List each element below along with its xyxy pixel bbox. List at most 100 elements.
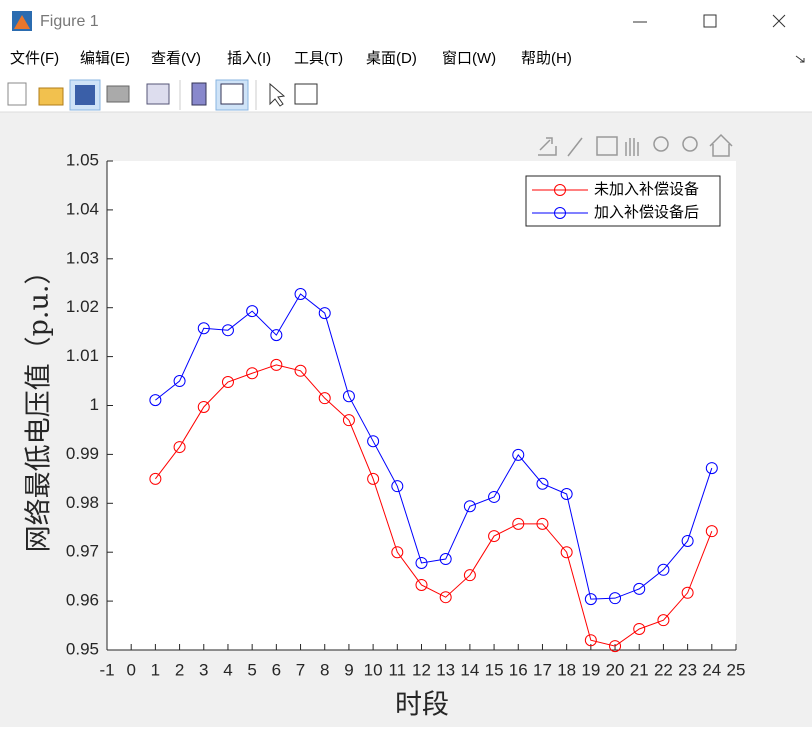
zoom-in-icon[interactable] [653, 136, 669, 152]
data-point [270, 358, 283, 371]
menu-item[interactable]: 文件(F) [10, 50, 59, 67]
data-point [367, 435, 380, 448]
data-point [657, 614, 670, 627]
y-tick-label: 1.04 [66, 199, 99, 218]
close-button[interactable] [772, 14, 786, 28]
data-point [415, 556, 428, 569]
data-point [536, 517, 549, 530]
print-icon[interactable] [106, 85, 130, 103]
menu-item[interactable]: 窗口(W) [442, 49, 496, 67]
colorbar-icon[interactable] [191, 82, 207, 106]
brush-icon[interactable] [567, 137, 583, 157]
x-tick-label: 15 [485, 660, 504, 679]
x-tick-label: 25 [727, 660, 746, 679]
data-point [439, 553, 452, 566]
data-point [149, 394, 162, 407]
x-tick-label: 5 [247, 660, 256, 679]
data-point [294, 288, 307, 301]
y-tick-label: 1.02 [66, 297, 99, 316]
legend-marker [554, 207, 566, 219]
x-tick-label: 3 [199, 660, 208, 679]
y-axis-label: 网络最低电压值（p.u.） [24, 258, 55, 553]
x-tick-label: 20 [606, 660, 625, 679]
menu-item[interactable]: 插入(I) [227, 50, 271, 67]
data-point [173, 375, 186, 388]
data-point [488, 490, 501, 503]
data-point [197, 400, 210, 413]
menu-item[interactable]: 桌面(D) [366, 50, 417, 67]
menu-item[interactable]: 帮助(H) [521, 50, 572, 67]
y-tick-label: 1.05 [66, 150, 99, 169]
data-point [633, 622, 646, 635]
data-point [463, 500, 476, 513]
toolbar [7, 79, 318, 111]
datatip-icon[interactable] [596, 136, 618, 156]
menu-bar: 文件(F) 编辑(E) 查看(V) 插入(I) 工具(T) 桌面(D) 窗口(W) 帮助(H) [10, 49, 572, 67]
x-tick-label: 13 [436, 660, 455, 679]
save-icon[interactable] [75, 85, 95, 105]
maximize-button[interactable] [703, 14, 717, 28]
x-tick-label: 24 [702, 660, 721, 679]
data-point [536, 477, 549, 490]
data-point [705, 525, 718, 538]
x-tick-label: 22 [654, 660, 673, 679]
app-icon-glyph [14, 15, 30, 29]
home-icon[interactable] [709, 133, 733, 157]
y-tick-label: 0.96 [66, 591, 99, 610]
data-point [609, 592, 622, 605]
data-point [512, 448, 525, 461]
open-icon[interactable] [38, 87, 64, 106]
zoom-out-icon[interactable] [682, 136, 698, 152]
data-point [560, 488, 573, 501]
plot: 0.95 0.96 0.97 0.98 0.99 1 1.01 1.02 1.03 1.04 1.0… [66, 150, 746, 679]
data-point [318, 392, 331, 405]
new-icon[interactable] [7, 82, 27, 106]
legend-label: 加入补偿设备后 [594, 203, 699, 221]
y-tick-label: 0.95 [66, 639, 99, 658]
legend-marker [554, 184, 566, 196]
menu-item[interactable]: 查看(V) [151, 50, 201, 67]
pointer-icon[interactable] [269, 82, 286, 107]
browser-icon[interactable] [294, 83, 318, 105]
x-tick-label: 8 [320, 660, 329, 679]
x-tick-label: 2 [175, 660, 184, 679]
data-point [221, 324, 234, 337]
legend-icon[interactable] [220, 83, 244, 105]
y-tick-label: 1.03 [66, 248, 99, 267]
data-point [681, 586, 694, 599]
data-point [270, 329, 283, 342]
legend-label: 未加入补偿设备 [594, 180, 699, 198]
data-point [512, 517, 525, 530]
plot-area [107, 161, 736, 650]
x-tick-label: 18 [557, 660, 576, 679]
y-tick-label: 1 [90, 395, 99, 414]
dock-arrow[interactable] [795, 55, 805, 63]
data-point [681, 534, 694, 547]
data-point [197, 322, 210, 335]
menu-item[interactable]: 工具(T) [294, 50, 343, 67]
pan-icon[interactable] [625, 138, 639, 156]
x-tick-label: 12 [412, 660, 431, 679]
data-point [609, 640, 622, 653]
data-point [463, 569, 476, 582]
x-tick-label: 19 [581, 660, 600, 679]
data-point [584, 593, 597, 606]
x-axis-label: 时段 [395, 690, 449, 721]
x-tick-label: 10 [364, 660, 383, 679]
y-tick-label: 0.98 [66, 493, 99, 512]
x-tick-label: 6 [272, 660, 281, 679]
x-tick-label: 21 [630, 660, 649, 679]
data-point [246, 367, 259, 380]
x-tick-label: 4 [223, 660, 232, 679]
x-tick-label: 1 [151, 660, 160, 679]
data-point [584, 634, 597, 647]
data-point [149, 472, 162, 485]
link-icon[interactable] [146, 83, 170, 105]
x-tick-label: 9 [344, 660, 353, 679]
menu-item[interactable]: 编辑(E) [80, 50, 130, 67]
export-icon[interactable] [538, 137, 557, 156]
y-tick-label: 1.01 [66, 346, 99, 365]
data-point [657, 563, 670, 576]
data-point [391, 546, 404, 559]
